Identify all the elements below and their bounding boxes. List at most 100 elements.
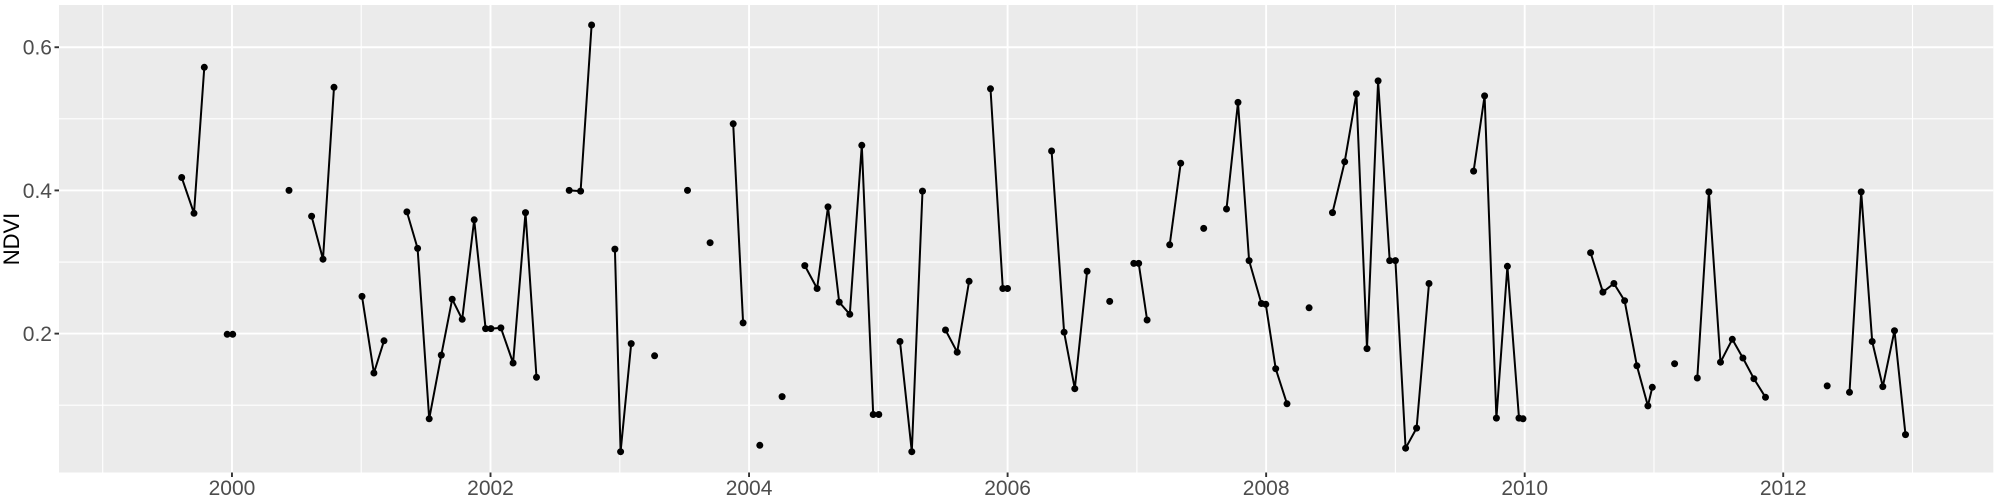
data-point (869, 411, 877, 418)
data-point (1048, 147, 1056, 155)
data-point (1470, 167, 1478, 175)
data-point (178, 174, 186, 181)
x-tick-label: 2006 (984, 477, 1031, 500)
data-point (1671, 360, 1679, 368)
data-point (835, 298, 843, 306)
data-point (1750, 375, 1758, 383)
data-point (1868, 338, 1876, 345)
data-point (403, 208, 411, 216)
data-point (875, 411, 883, 418)
data-point (617, 448, 625, 456)
data-point (1644, 402, 1652, 410)
data-point (1739, 354, 1747, 362)
x-tick-label: 2000 (209, 477, 256, 500)
data-point (684, 186, 691, 194)
data-point (1705, 188, 1713, 196)
data-point (1177, 159, 1185, 167)
data-point (1245, 257, 1253, 265)
data-point (588, 21, 596, 29)
y-tick-label: 0.6 (23, 37, 52, 60)
data-point (577, 187, 585, 195)
data-point (1492, 414, 1500, 422)
data-point (987, 85, 994, 93)
x-tick-label: 2010 (1501, 477, 1548, 500)
data-point (458, 315, 466, 323)
data-point (358, 292, 366, 300)
data-point (229, 330, 237, 338)
data-point (1234, 98, 1242, 106)
series-segment (1050, 150, 1089, 390)
data-point (330, 83, 338, 91)
data-point (1481, 92, 1489, 100)
data-point (942, 326, 949, 334)
data-point (319, 255, 327, 263)
data-point (1879, 383, 1887, 391)
data-point (1060, 328, 1068, 336)
data-point (1341, 158, 1349, 166)
data-point (1143, 316, 1151, 324)
data-point (470, 216, 478, 224)
data-point (1717, 358, 1724, 366)
data-point (190, 209, 198, 217)
data-point (896, 338, 904, 345)
data-point (706, 239, 714, 247)
data-point (729, 120, 737, 128)
data-point (651, 352, 659, 360)
x-tick-label: 2012 (1760, 477, 1807, 500)
data-point (1166, 241, 1174, 249)
data-point (1902, 431, 1909, 439)
data-point (813, 285, 821, 292)
data-point (1071, 385, 1079, 393)
data-point (1106, 297, 1114, 305)
data-point (1262, 300, 1270, 308)
data-point (1305, 304, 1313, 312)
data-point (1402, 444, 1410, 452)
data-point (487, 325, 495, 333)
data-point (846, 310, 854, 318)
data-point (1374, 77, 1382, 85)
data-point (565, 186, 573, 194)
data-point (1352, 90, 1360, 98)
data-point (919, 187, 926, 195)
data-point (1823, 382, 1831, 390)
plot-panel (59, 5, 1994, 473)
data-point (1762, 393, 1769, 401)
data-point (482, 325, 490, 333)
data-point (1386, 257, 1394, 265)
axis-layer: 2000 2002 2004 2006 2008 2010 2012 0.2 0.4 0.6 (23, 37, 1807, 500)
data-point (1633, 362, 1641, 370)
data-point (1728, 335, 1736, 343)
series-segment (1848, 190, 1907, 435)
data-point (1283, 400, 1291, 408)
series-segment (1168, 163, 1182, 245)
data-point (200, 63, 208, 71)
data-point (778, 393, 786, 401)
series-layer (178, 21, 1909, 456)
data-point (824, 203, 832, 211)
data-point (1363, 345, 1371, 353)
data-point (1857, 188, 1865, 196)
data-point (1083, 267, 1091, 275)
data-point (1391, 257, 1399, 265)
data-point (285, 186, 293, 194)
x-tick-label: 2002 (467, 477, 514, 500)
data-point (1223, 205, 1230, 213)
data-point (1610, 280, 1618, 287)
data-point (858, 141, 866, 149)
y-tick-label: 0.4 (23, 180, 53, 203)
series-segment (732, 123, 745, 323)
data-point (1135, 259, 1143, 267)
data-point (756, 441, 764, 449)
y-tick-label: 0.2 (23, 323, 52, 346)
data-point (522, 209, 529, 217)
data-point (380, 337, 388, 345)
data-point (1200, 224, 1208, 232)
data-point (1599, 288, 1607, 296)
data-point (611, 245, 619, 253)
series-segment (1331, 79, 1430, 450)
data-point (509, 359, 517, 367)
data-point (533, 373, 540, 381)
data-point (1130, 259, 1138, 267)
